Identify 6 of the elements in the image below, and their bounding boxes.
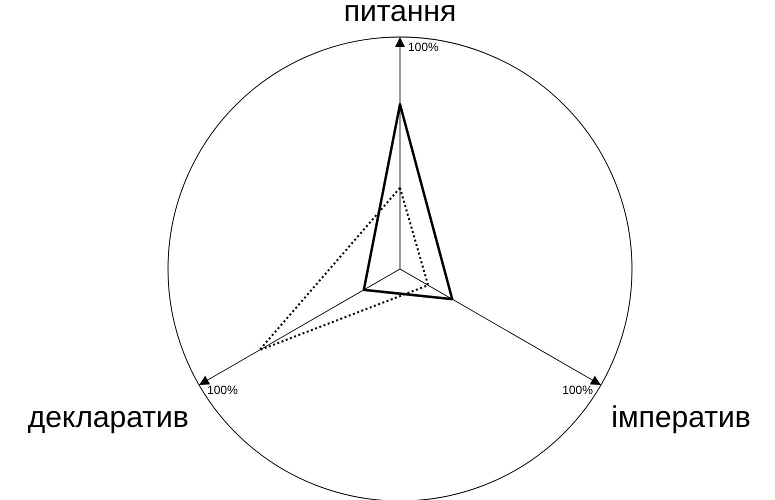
- spoke-label: декларатив: [28, 401, 189, 434]
- spoke-label: імператив: [611, 401, 751, 434]
- text: 100%: [207, 383, 238, 397]
- text: 100%: [562, 383, 594, 397]
- text: 100%: [408, 40, 440, 54]
- spoke-label: питання: [344, 0, 456, 28]
